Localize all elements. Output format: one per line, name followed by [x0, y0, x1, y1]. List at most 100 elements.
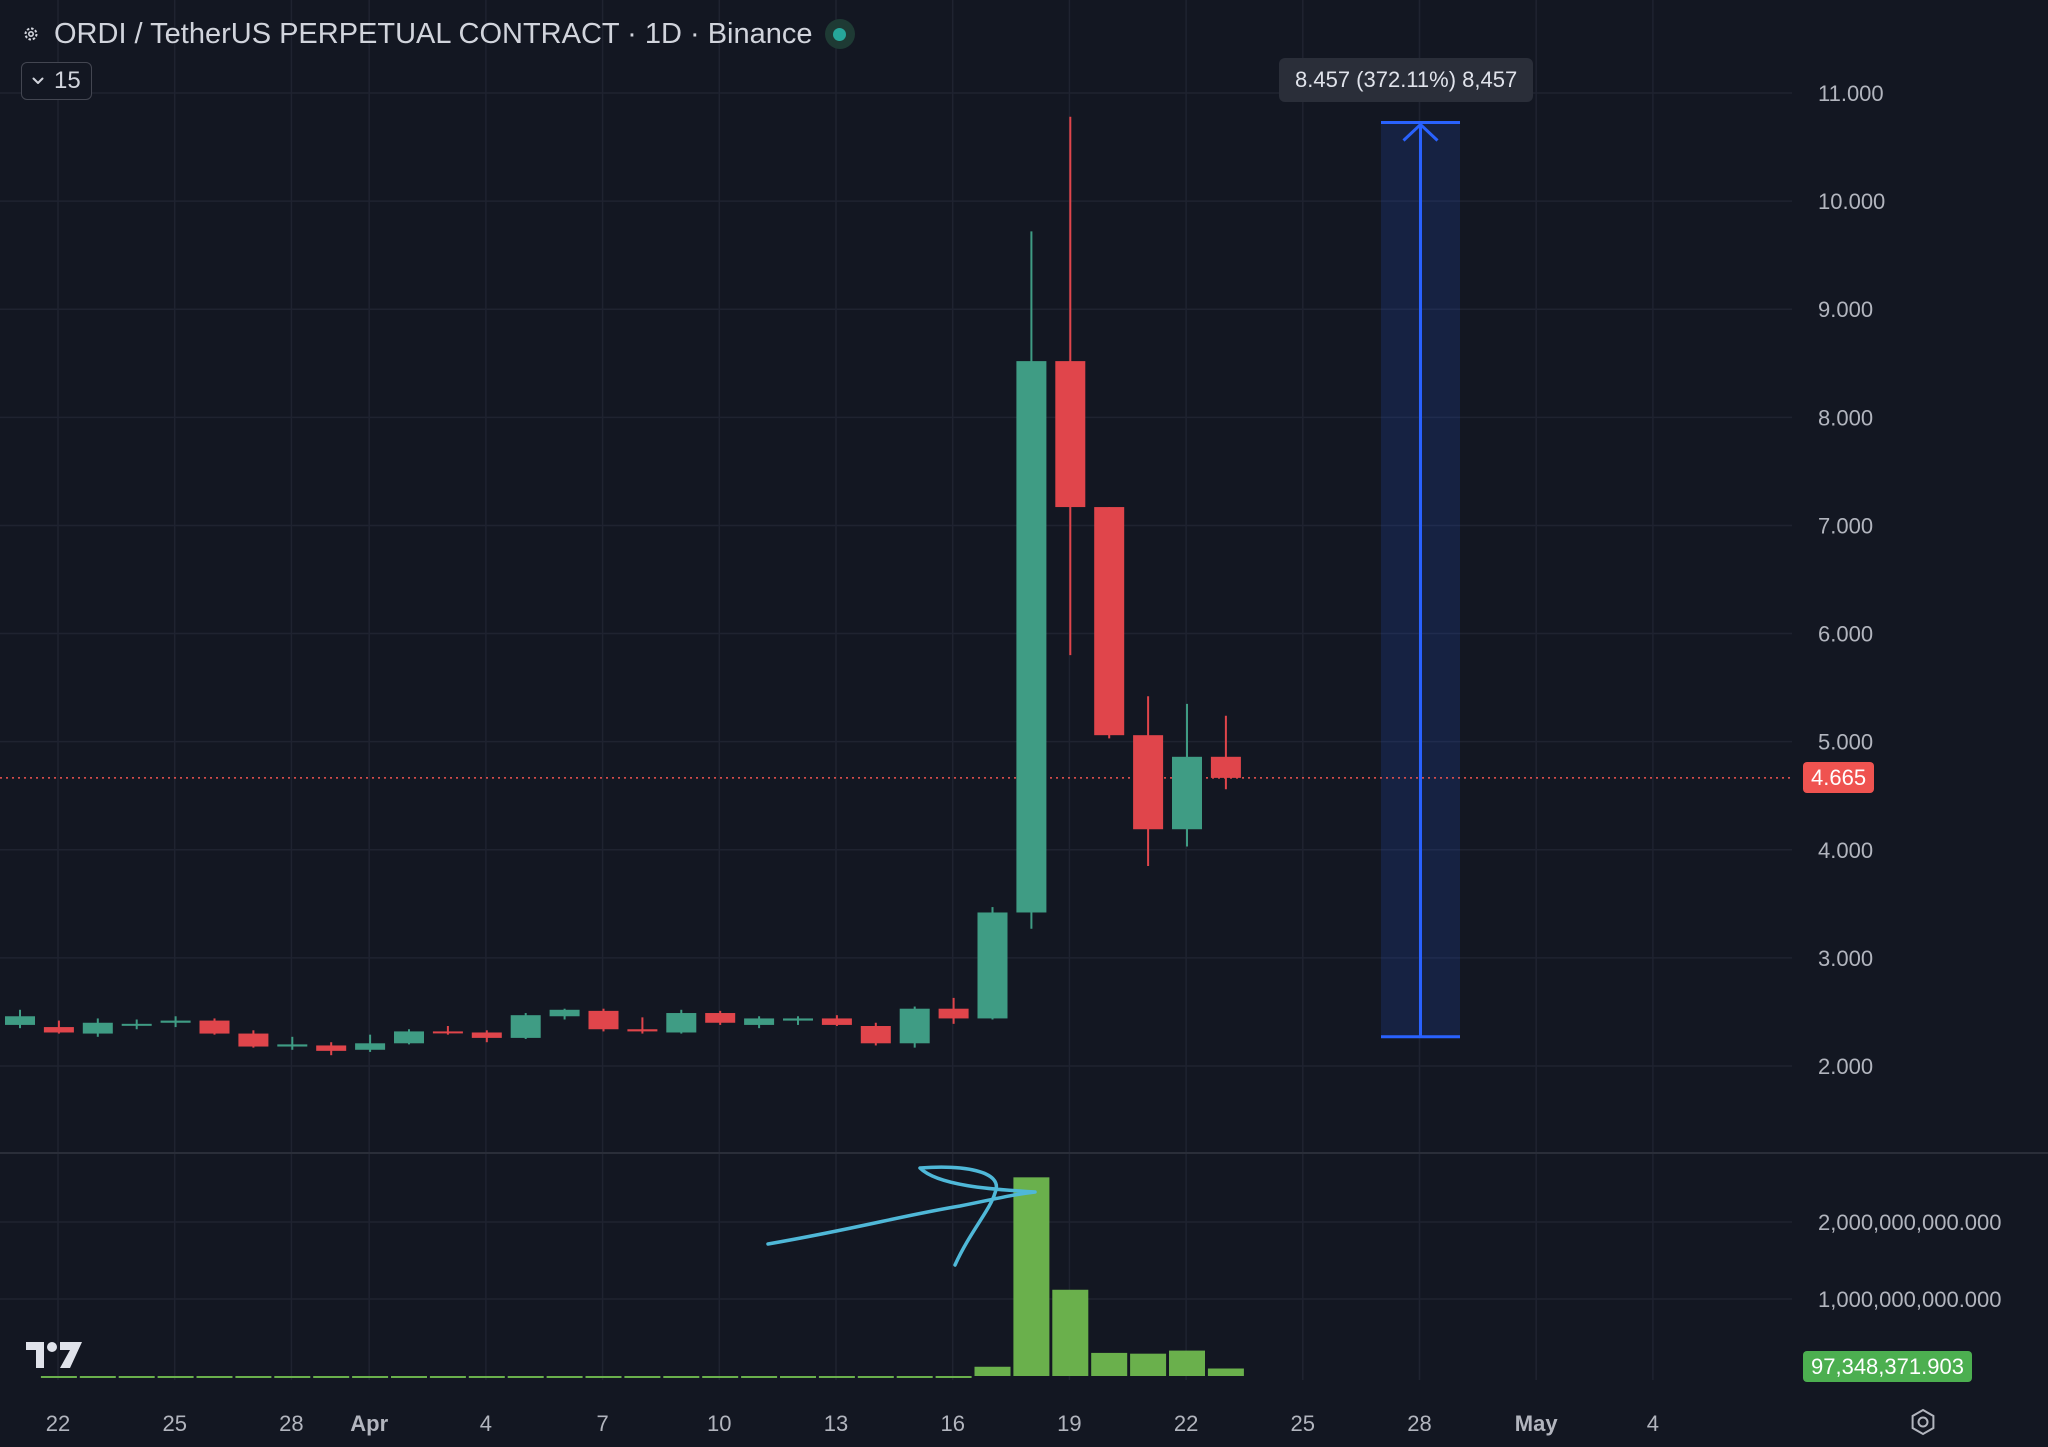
time-tick-label: 28	[279, 1411, 303, 1436]
volume-bar	[429, 1376, 466, 1378]
volume-bar	[780, 1376, 816, 1378]
price-tick-label: 8.000	[1818, 405, 1873, 430]
volume-bar	[235, 1376, 272, 1378]
volume-bar	[935, 1376, 972, 1378]
candle-body	[160, 1020, 191, 1023]
candle-body	[238, 1033, 269, 1047]
volume-bar	[274, 1376, 311, 1378]
volume-value-badge: 97,348,371.903	[1803, 1351, 1972, 1382]
candle-body	[471, 1032, 502, 1038]
candle-body	[666, 1013, 697, 1033]
price-tick-label: 3.000	[1818, 946, 1873, 971]
candle-body	[394, 1031, 424, 1044]
volume-bar	[313, 1376, 350, 1378]
volume-bar	[702, 1376, 739, 1378]
measure-tool[interactable]	[1381, 121, 1460, 1039]
time-tick-label: 28	[1407, 1411, 1431, 1436]
price-tick-label: 11.000	[1818, 81, 1884, 106]
chevron-down-icon	[32, 77, 44, 84]
volume-bar	[157, 1376, 194, 1378]
volume-bars	[40, 1177, 1244, 1378]
volume-bar	[624, 1376, 661, 1378]
volume-bar	[585, 1376, 622, 1378]
annotation-arrow[interactable]	[766, 1165, 1037, 1267]
volume-bar	[1207, 1368, 1244, 1376]
grid-lines	[0, 0, 1792, 1380]
indicator-collapse-button[interactable]: 15	[21, 62, 92, 100]
tradingview-logo-icon[interactable]	[24, 1338, 84, 1372]
volume-bar	[896, 1376, 933, 1378]
candle-body	[899, 1008, 930, 1044]
candle-body	[1133, 735, 1164, 830]
chart-settings-icon[interactable]	[1909, 1408, 1937, 1436]
price-tick-label: 4.000	[1818, 838, 1873, 863]
volume-bar	[1130, 1353, 1167, 1376]
time-tick-label: 19	[1057, 1411, 1081, 1436]
time-tick-label: 4	[1647, 1411, 1659, 1436]
time-tick-label: 13	[824, 1411, 848, 1436]
candle-body	[277, 1044, 308, 1047]
indicator-count: 15	[54, 67, 81, 94]
candle-body	[549, 1009, 580, 1017]
time-tick-label: 4	[480, 1411, 492, 1436]
volume-bar	[1013, 1177, 1050, 1376]
volume-bar	[118, 1376, 155, 1378]
time-tick-label: 22	[1174, 1411, 1198, 1436]
gear-icon[interactable]	[20, 23, 42, 45]
candle-body	[1210, 756, 1241, 778]
volume-tick-label: 2,000,000,000.000	[1818, 1210, 2002, 1235]
volume-bar	[507, 1376, 544, 1378]
volume-axis: 2,000,000,000.000 1,000,000,000.000	[1818, 1210, 2002, 1312]
volume-bar	[1091, 1352, 1128, 1376]
candle-body	[977, 912, 1008, 1019]
candle-body	[82, 1022, 113, 1034]
price-tick-label: 2.000	[1818, 1054, 1873, 1079]
price-tick-label: 10.000	[1818, 189, 1885, 214]
time-tick-label: May	[1515, 1411, 1559, 1436]
candle-body	[705, 1013, 736, 1023]
candle-body	[1094, 507, 1125, 736]
candle-body	[316, 1045, 347, 1051]
candle-body	[121, 1023, 152, 1026]
time-tick-label: 25	[1291, 1411, 1315, 1436]
time-tick-label: 7	[596, 1411, 608, 1436]
volume-bar	[1169, 1350, 1205, 1376]
candle-body	[1055, 361, 1086, 508]
candle-body	[43, 1027, 74, 1033]
candle-body	[199, 1020, 230, 1034]
volume-bar	[352, 1376, 389, 1378]
candle-body	[938, 1008, 969, 1019]
candle-body	[432, 1031, 463, 1034]
volume-bar	[741, 1376, 778, 1378]
candlesticks[interactable]	[5, 116, 1241, 1056]
candle-body	[627, 1029, 658, 1032]
candle-body	[5, 1016, 35, 1025]
candle-body	[1016, 361, 1047, 913]
price-tick-label: 5.000	[1818, 730, 1873, 755]
candle-body	[744, 1018, 775, 1025]
volume-bar	[196, 1376, 233, 1378]
candle-body	[510, 1015, 541, 1038]
volume-bar	[1052, 1289, 1089, 1376]
volume-bar	[663, 1376, 700, 1378]
volume-tick-label: 1,000,000,000.000	[1818, 1287, 2002, 1312]
candle-body	[821, 1018, 852, 1025]
price-tick-label: 6.000	[1818, 622, 1873, 647]
candle-body	[1172, 756, 1202, 830]
time-tick-label: Apr	[350, 1411, 388, 1436]
volume-bar	[391, 1376, 427, 1378]
measure-arrow-head	[1402, 122, 1439, 142]
time-tick-label: 16	[940, 1411, 964, 1436]
chart-header: ORDI / TetherUS PERPETUAL CONTRACT · 1D …	[20, 14, 855, 54]
candle-body	[355, 1043, 386, 1050]
volume-bar	[818, 1376, 855, 1378]
price-tick-label: 9.000	[1818, 297, 1873, 322]
measure-tooltip: 8.457 (372.11%) 8,457	[1279, 58, 1534, 102]
candle-body	[588, 1010, 619, 1030]
time-tick-label: 25	[162, 1411, 186, 1436]
symbol-title[interactable]: ORDI / TetherUS PERPETUAL CONTRACT · 1D …	[54, 17, 813, 50]
volume-bar	[546, 1376, 583, 1378]
candle-body	[860, 1025, 891, 1044]
live-dot-icon	[824, 19, 855, 49]
